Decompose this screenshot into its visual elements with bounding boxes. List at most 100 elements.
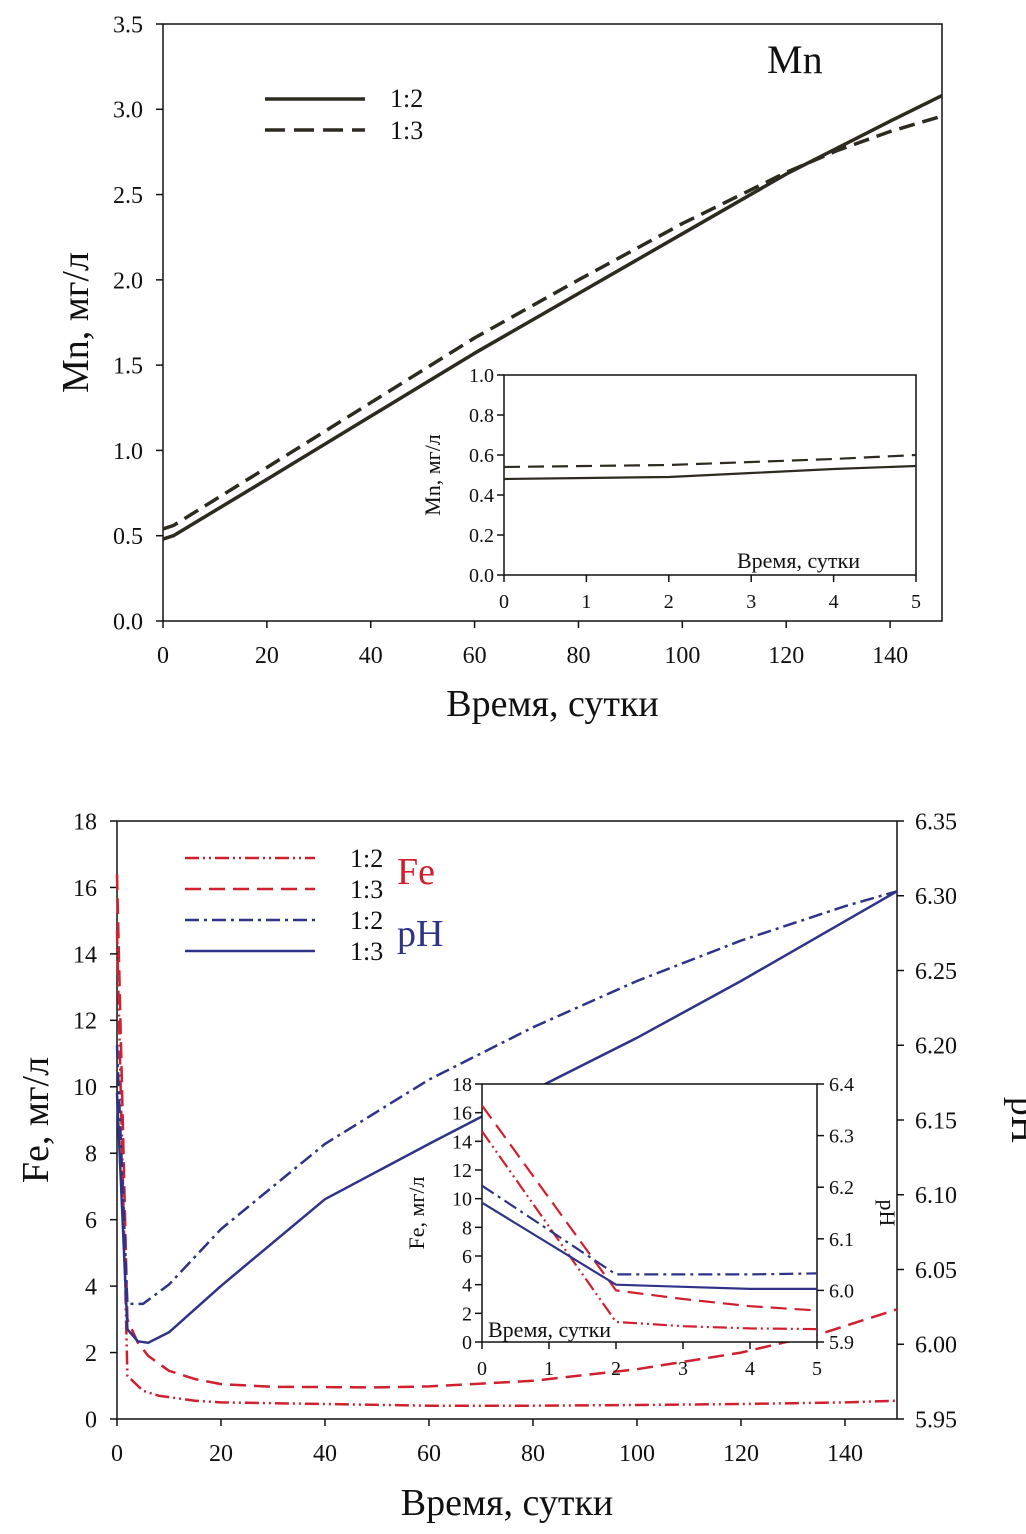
inset-y-tick-label: 0.0 bbox=[469, 565, 494, 587]
main-y-axis-label: Mn, мг/л bbox=[55, 252, 97, 393]
inset-y-tick-label: 10 bbox=[452, 1189, 472, 1211]
main-y-tick-label: 10 bbox=[73, 1075, 97, 1101]
main-y2-tick-label: 6.10 bbox=[915, 1183, 957, 1209]
main-y-tick-label: 0 bbox=[85, 1407, 97, 1433]
mn-legend: 1:2 1:3 bbox=[265, 84, 423, 145]
main-x-tick-label: 140 bbox=[827, 1441, 863, 1467]
inset-x-tick-label: 1 bbox=[581, 591, 591, 613]
main-y-tick-label: 1.5 bbox=[113, 354, 143, 380]
main-y-tick-label: 6 bbox=[85, 1208, 97, 1234]
legend-group-ph: pH bbox=[397, 913, 443, 955]
main-series-ph-1-3 bbox=[115, 890, 898, 1345]
legend-label-fe-1-2: 1:2 bbox=[350, 844, 383, 873]
inset-y-tick-label: 14 bbox=[452, 1131, 472, 1153]
main-series-1-2 bbox=[162, 94, 943, 541]
inset-y-tick-label: 0.2 bbox=[469, 525, 494, 547]
main-x-tick-label: 40 bbox=[313, 1441, 337, 1467]
main-y-tick-label: 2.5 bbox=[113, 183, 143, 209]
main-y2-tick-label: 6.25 bbox=[915, 959, 957, 985]
legend-label-ph-1-2: 1:2 bbox=[350, 906, 383, 935]
main-plot: 0 20 40 60 80 100 120 1400246810121416185.956.0… bbox=[15, 809, 1026, 1524]
inset-x-tick-label: 4 bbox=[829, 591, 839, 613]
main-y-tick-label: 0.0 bbox=[113, 609, 143, 635]
inset-inset-bg bbox=[482, 1084, 817, 1342]
fe-ph-chart: 0 20 40 60 80 100 120 1400246810121416185.956.0… bbox=[15, 809, 1026, 1524]
inset-series-ph-1-3 bbox=[481, 1201, 817, 1291]
main-y2-axis-label: pH bbox=[1003, 1097, 1026, 1143]
main-x-tick-label: 100 bbox=[664, 643, 700, 669]
legend-label-fe-1-3: 1:3 bbox=[350, 875, 383, 904]
main-y-tick-label: 16 bbox=[73, 876, 97, 902]
inset-y2-tick-label: 5.9 bbox=[829, 1332, 854, 1354]
inset-x-axis-label: Время, сутки bbox=[488, 1317, 611, 1342]
inset-y2-axis-label: pH bbox=[875, 1200, 900, 1227]
main-plot-frame bbox=[162, 23, 943, 622]
inset-y2-tick-label: 6.0 bbox=[829, 1280, 854, 1302]
main-x-axis-label: Время, сутки bbox=[446, 683, 659, 725]
inset-x-tick-label: 0 bbox=[499, 591, 509, 613]
main-y2-tick-label: 6.05 bbox=[915, 1258, 957, 1284]
main-y-tick-label: 14 bbox=[73, 942, 97, 968]
main-plot: 0 20 40 60 80 100 120 1400.00.51.01.52.02.53.03… bbox=[55, 12, 943, 725]
inset-plot-frame bbox=[503, 374, 917, 576]
main-x-tick-label: 120 bbox=[768, 643, 804, 669]
main-y-tick-label: 3.0 bbox=[113, 98, 143, 124]
main-y-tick-label: 12 bbox=[73, 1009, 97, 1035]
inset-series-1-2 bbox=[503, 464, 917, 481]
mn-chart-title: Mn bbox=[767, 37, 823, 82]
main-y-tick-label: 2 bbox=[85, 1341, 97, 1367]
legend-group-fe: Fe bbox=[397, 851, 435, 893]
main-y2-tick-label: 6.00 bbox=[915, 1333, 957, 1359]
inset-y-tick-label: 0 bbox=[462, 1332, 472, 1354]
inset-x-tick-label: 2 bbox=[611, 1358, 621, 1380]
inset-y-tick-label: 16 bbox=[452, 1103, 472, 1125]
inset-y-tick-label: 0.4 bbox=[469, 485, 494, 507]
inset-y-axis-label: Fe, мг/л bbox=[404, 1176, 429, 1249]
inset-series-ph-1-2 bbox=[481, 1184, 818, 1276]
main-y-tick-label: 0.5 bbox=[113, 524, 143, 550]
inset-series-1-3 bbox=[503, 453, 917, 469]
main-y-tick-label: 2.0 bbox=[113, 268, 143, 294]
inset-x-tick-label: 4 bbox=[745, 1358, 755, 1380]
main-y2-tick-label: 5.95 bbox=[915, 1407, 957, 1433]
inset-x-tick-label: 2 bbox=[664, 591, 674, 613]
main-y-tick-label: 4 bbox=[85, 1275, 97, 1301]
main-y-axis-label: Fe, мг/л bbox=[15, 1057, 57, 1183]
main-x-tick-label: 0 bbox=[111, 1441, 123, 1467]
main-y2-tick-label: 6.35 bbox=[915, 809, 957, 835]
main-y2-tick-label: 6.15 bbox=[915, 1108, 957, 1134]
inset-y-tick-label: 12 bbox=[452, 1160, 472, 1182]
inset-y-tick-label: 0.6 bbox=[469, 445, 494, 467]
inset-plot: 0 1 2 3 4 5 0.0 0.2 0.4 0.6 0.8 1.0 Время, сутки Mn, … bbox=[420, 365, 921, 613]
main-x-tick-label: 120 bbox=[723, 1441, 759, 1467]
inset-y-tick-label: 6 bbox=[462, 1246, 472, 1268]
legend-label-1-2: 1:2 bbox=[390, 84, 423, 113]
inset-plot: 0 1 2 3 4 50246810121416185.96.06.16.26.36.4В… bbox=[404, 1074, 900, 1380]
inset-y-tick-label: 2 bbox=[462, 1303, 472, 1325]
inset-y-tick-label: 0.8 bbox=[469, 405, 494, 427]
main-x-tick-label: 80 bbox=[566, 643, 590, 669]
main-y-tick-label: 8 bbox=[85, 1142, 97, 1168]
inset-y2-tick-label: 6.3 bbox=[829, 1126, 854, 1148]
main-y2-tick-label: 6.20 bbox=[915, 1034, 957, 1060]
inset-series-fe-1-3 bbox=[481, 1104, 818, 1312]
inset-plot-frame bbox=[481, 1083, 818, 1343]
main-x-tick-label: 60 bbox=[417, 1441, 441, 1467]
main-x-tick-label: 20 bbox=[209, 1441, 233, 1467]
fe-ph-legend: 1:2 1:3 1:2 1:3 Fe pH bbox=[185, 844, 443, 966]
inset-x-axis-label: Время, сутки bbox=[737, 548, 860, 573]
inset-x-tick-label: 5 bbox=[911, 591, 921, 613]
inset-x-tick-label: 0 bbox=[477, 1358, 487, 1380]
main-y-tick-label: 3.5 bbox=[113, 12, 143, 38]
main-series-1-3 bbox=[162, 114, 943, 531]
mn-chart: 0 20 40 60 80 100 120 1400.00.51.01.52.02.53.03… bbox=[55, 12, 943, 725]
inset-y2-tick-label: 6.1 bbox=[829, 1229, 854, 1251]
main-x-tick-label: 40 bbox=[359, 643, 383, 669]
inset-y2-tick-label: 6.2 bbox=[829, 1177, 854, 1199]
inset-y-tick-label: 8 bbox=[462, 1217, 472, 1239]
inset-y-tick-label: 1.0 bbox=[469, 365, 494, 387]
main-y2-tick-label: 6.30 bbox=[915, 884, 957, 910]
main-series-ph-1-2 bbox=[115, 890, 898, 1306]
legend-label-1-3: 1:3 bbox=[390, 116, 423, 145]
